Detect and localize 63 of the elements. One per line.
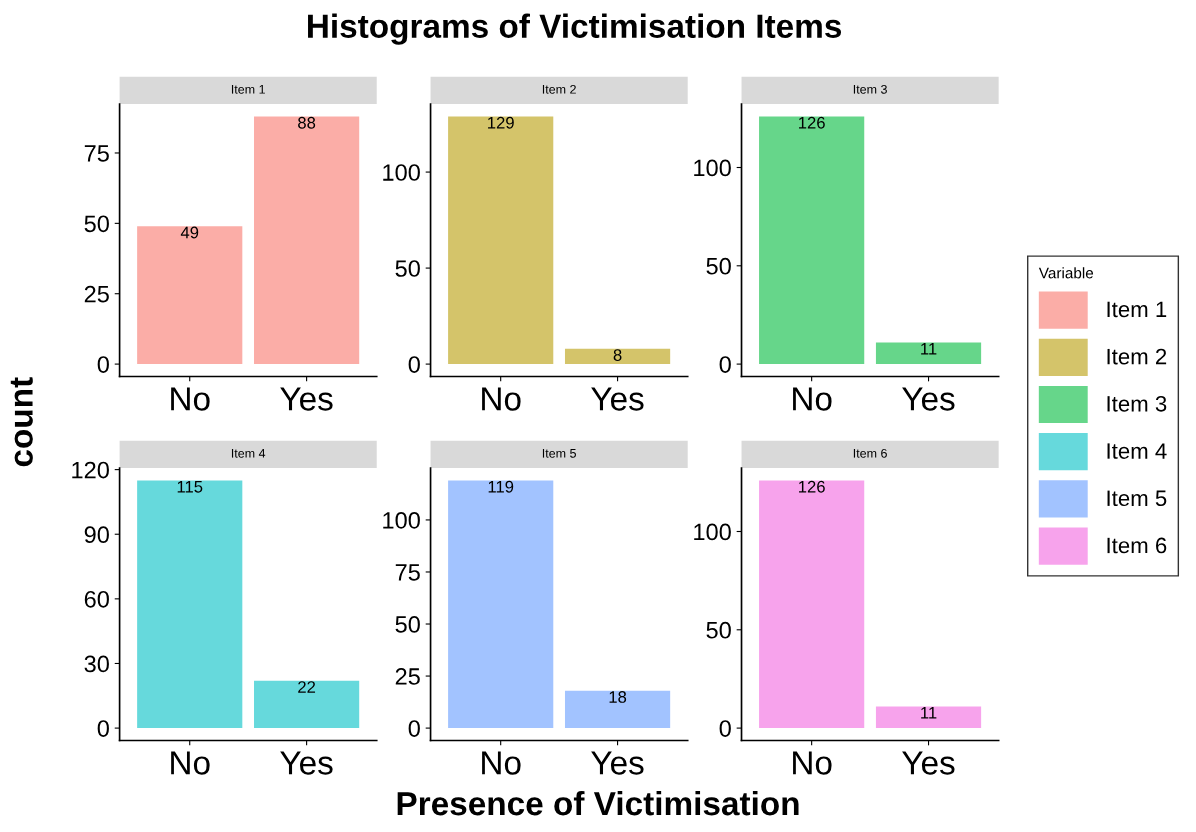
chart-title: Item 5 bbox=[542, 449, 576, 458]
data-label: 18 bbox=[609, 691, 627, 703]
y-tick-label: 60 bbox=[84, 590, 109, 608]
legend-title: Variable bbox=[1038, 267, 1094, 279]
legend-label: Item 6 bbox=[1107, 537, 1167, 554]
chart-title: Item 3 bbox=[853, 84, 887, 94]
data-label: 129 bbox=[488, 116, 514, 129]
y-tick-label: 75 bbox=[395, 564, 420, 581]
x-tick-label: No bbox=[171, 751, 210, 775]
data-label: 22 bbox=[298, 681, 316, 693]
data-label: 49 bbox=[180, 226, 199, 239]
data-label: 11 bbox=[921, 707, 937, 719]
chart-title: Item 6 bbox=[853, 448, 887, 458]
x-tick-label: Yes bbox=[591, 387, 644, 411]
y-tick-label: 100 bbox=[383, 512, 420, 529]
y-tick-label: 0 bbox=[408, 356, 420, 373]
y-tick-label: 0 bbox=[408, 720, 420, 737]
x-tick-label: Yes bbox=[280, 751, 333, 775]
y-tick-label: 25 bbox=[84, 285, 109, 303]
y-tick-label: 50 bbox=[706, 621, 731, 639]
chart-title: Item 2 bbox=[542, 84, 576, 94]
y-tick-label: 0 bbox=[97, 720, 109, 737]
y-tick-label: 120 bbox=[72, 461, 109, 479]
x-tick-label: No bbox=[482, 751, 521, 775]
y-tick-label: 0 bbox=[719, 356, 731, 373]
x-tick-label: Yes bbox=[902, 387, 955, 411]
y-tick-label: 100 bbox=[383, 164, 420, 181]
x-tick-label: No bbox=[793, 751, 832, 775]
data-label: 8 bbox=[613, 349, 622, 361]
y-tick-label: 100 bbox=[694, 523, 731, 541]
y-tick-label: 50 bbox=[84, 215, 109, 233]
y-axis-title: count bbox=[10, 377, 33, 467]
data-label: 115 bbox=[177, 481, 203, 493]
x-tick-label: No bbox=[171, 387, 210, 411]
legend-label: Item 1 bbox=[1107, 301, 1167, 318]
legend-label: Item 5 bbox=[1107, 490, 1167, 507]
x-axis-title: Presence of Victimisation bbox=[397, 790, 799, 816]
y-tick-label: 75 bbox=[84, 145, 109, 162]
data-label: 119 bbox=[488, 480, 514, 493]
legend-label: Item 3 bbox=[1107, 395, 1167, 412]
data-label: 88 bbox=[298, 116, 316, 129]
x-tick-label: Yes bbox=[902, 751, 955, 775]
y-tick-label: 50 bbox=[706, 257, 731, 275]
y-tick-label: 50 bbox=[395, 260, 420, 277]
y-tick-label: 0 bbox=[719, 720, 731, 737]
y-tick-label: 50 bbox=[395, 616, 420, 633]
y-tick-label: 30 bbox=[84, 655, 109, 673]
x-tick-label: Yes bbox=[591, 751, 644, 775]
text: Histograms of Victimisation Items bbox=[308, 13, 842, 45]
x-tick-label: No bbox=[482, 387, 521, 411]
y-tick-label: 0 bbox=[97, 356, 109, 373]
data-label: 11 bbox=[921, 343, 937, 355]
chart-title: Item 1 bbox=[231, 85, 265, 94]
legend-label: Item 2 bbox=[1107, 348, 1167, 365]
chart-title: Item 4 bbox=[231, 449, 266, 458]
y-tick-label: 100 bbox=[694, 159, 731, 177]
y-tick-label: 90 bbox=[84, 526, 109, 544]
x-tick-label: Yes bbox=[280, 387, 333, 411]
x-tick-label: No bbox=[793, 387, 832, 411]
data-label: 126 bbox=[799, 480, 825, 493]
data-label: 126 bbox=[799, 116, 825, 129]
y-tick-label: 25 bbox=[395, 668, 420, 685]
legend-label: Item 4 bbox=[1107, 443, 1167, 459]
